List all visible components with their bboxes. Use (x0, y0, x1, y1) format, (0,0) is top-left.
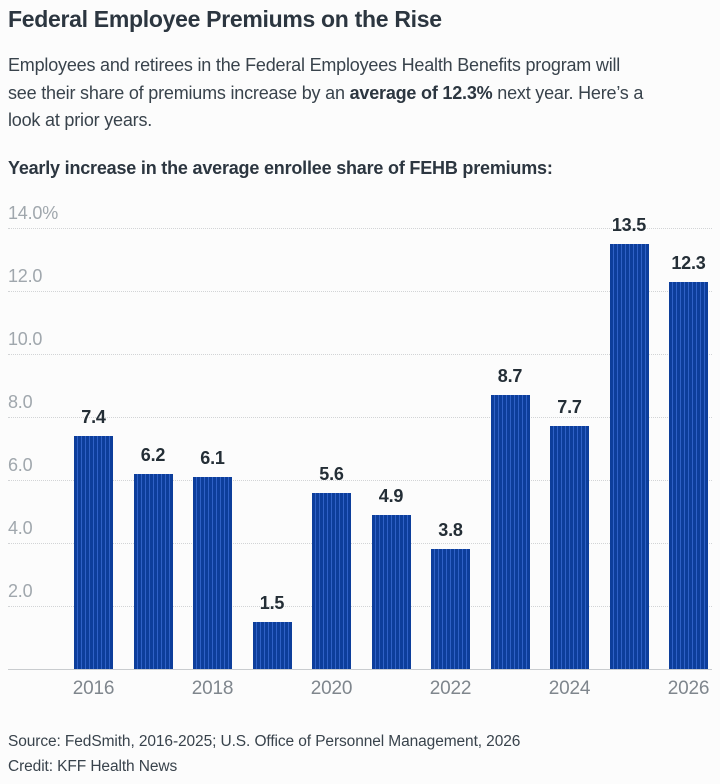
bar-value-label: 8.7 (497, 365, 523, 386)
gridline (8, 480, 712, 481)
subtitle-bold-stat: average of 12.3% (349, 82, 493, 103)
bar-value-label: 5.6 (319, 463, 344, 484)
source-note: Source: FedSmith, 2016-2025; U.S. Office… (8, 733, 521, 750)
gridline (8, 606, 712, 607)
subtitle-line1: Employees and retirees in the Federal Em… (8, 55, 621, 75)
y-tick-label: 10.0 (8, 329, 43, 349)
x-tick-label: 2020 (310, 678, 353, 699)
bar-value-label: 4.9 (378, 485, 404, 506)
gridline (8, 543, 712, 544)
bar (133, 473, 173, 669)
source-block: Source: FedSmith, 2016-2025; U.S. Office… (8, 729, 712, 779)
bar-value-label: 12.3 (671, 252, 706, 273)
bar-value-label: 6.1 (200, 447, 225, 468)
credit-note: Credit: KFF Health News (8, 758, 178, 775)
bar-value-label: 7.7 (557, 397, 582, 418)
bar (371, 514, 411, 669)
bar-value-label: 1.5 (259, 592, 285, 613)
bar-chart: 2.0 4.0 6.0 8.0 10.0 12.0 14.0% 7.4 6.2 6.1 1.5 5.6… (8, 200, 712, 705)
subtitle-line3: look at prior years. (8, 110, 153, 130)
bar (74, 435, 113, 669)
bar-value-label: 6.2 (140, 444, 166, 465)
bar (550, 426, 589, 669)
x-tick-label: 2024 (548, 678, 591, 699)
bar (193, 476, 232, 669)
bar-value-label: 7.4 (81, 406, 106, 427)
bar (490, 394, 530, 669)
gridline (8, 417, 712, 418)
bar (312, 492, 351, 669)
subtitle-line2-post: next year. Here’s a (492, 82, 644, 103)
page-title: Federal Employee Premiums on the Rise (8, 6, 442, 32)
gridline (8, 228, 712, 229)
bar-value-label: 13.5 (611, 214, 647, 235)
y-tick-label: 8.0 (8, 392, 33, 412)
y-tick-label: 6.0 (8, 455, 33, 475)
subtitle: Employees and retirees in the Federal Em… (8, 52, 712, 135)
y-tick-label: 12.0 (8, 266, 43, 286)
y-tick-label: 14.0% (8, 203, 59, 223)
x-tick-label: 2026 (667, 678, 710, 699)
x-tick-label: 2022 (429, 678, 472, 699)
bar (252, 621, 292, 669)
bar (431, 549, 470, 669)
x-tick-label: 2016 (72, 678, 115, 699)
y-tick-label: 2.0 (8, 581, 33, 601)
gridline (8, 354, 712, 355)
gridline (8, 291, 712, 292)
chart-heading: Yearly increase in the average enrollee … (8, 158, 553, 178)
y-tick-label: 4.0 (8, 518, 33, 538)
subtitle-line2-pre: see their share of premiums increase by … (8, 82, 350, 103)
bar (669, 281, 708, 669)
x-tick-label: 2018 (191, 678, 234, 699)
bar-value-label: 3.8 (438, 520, 463, 541)
x-axis-baseline (8, 669, 712, 670)
bar (609, 243, 649, 669)
